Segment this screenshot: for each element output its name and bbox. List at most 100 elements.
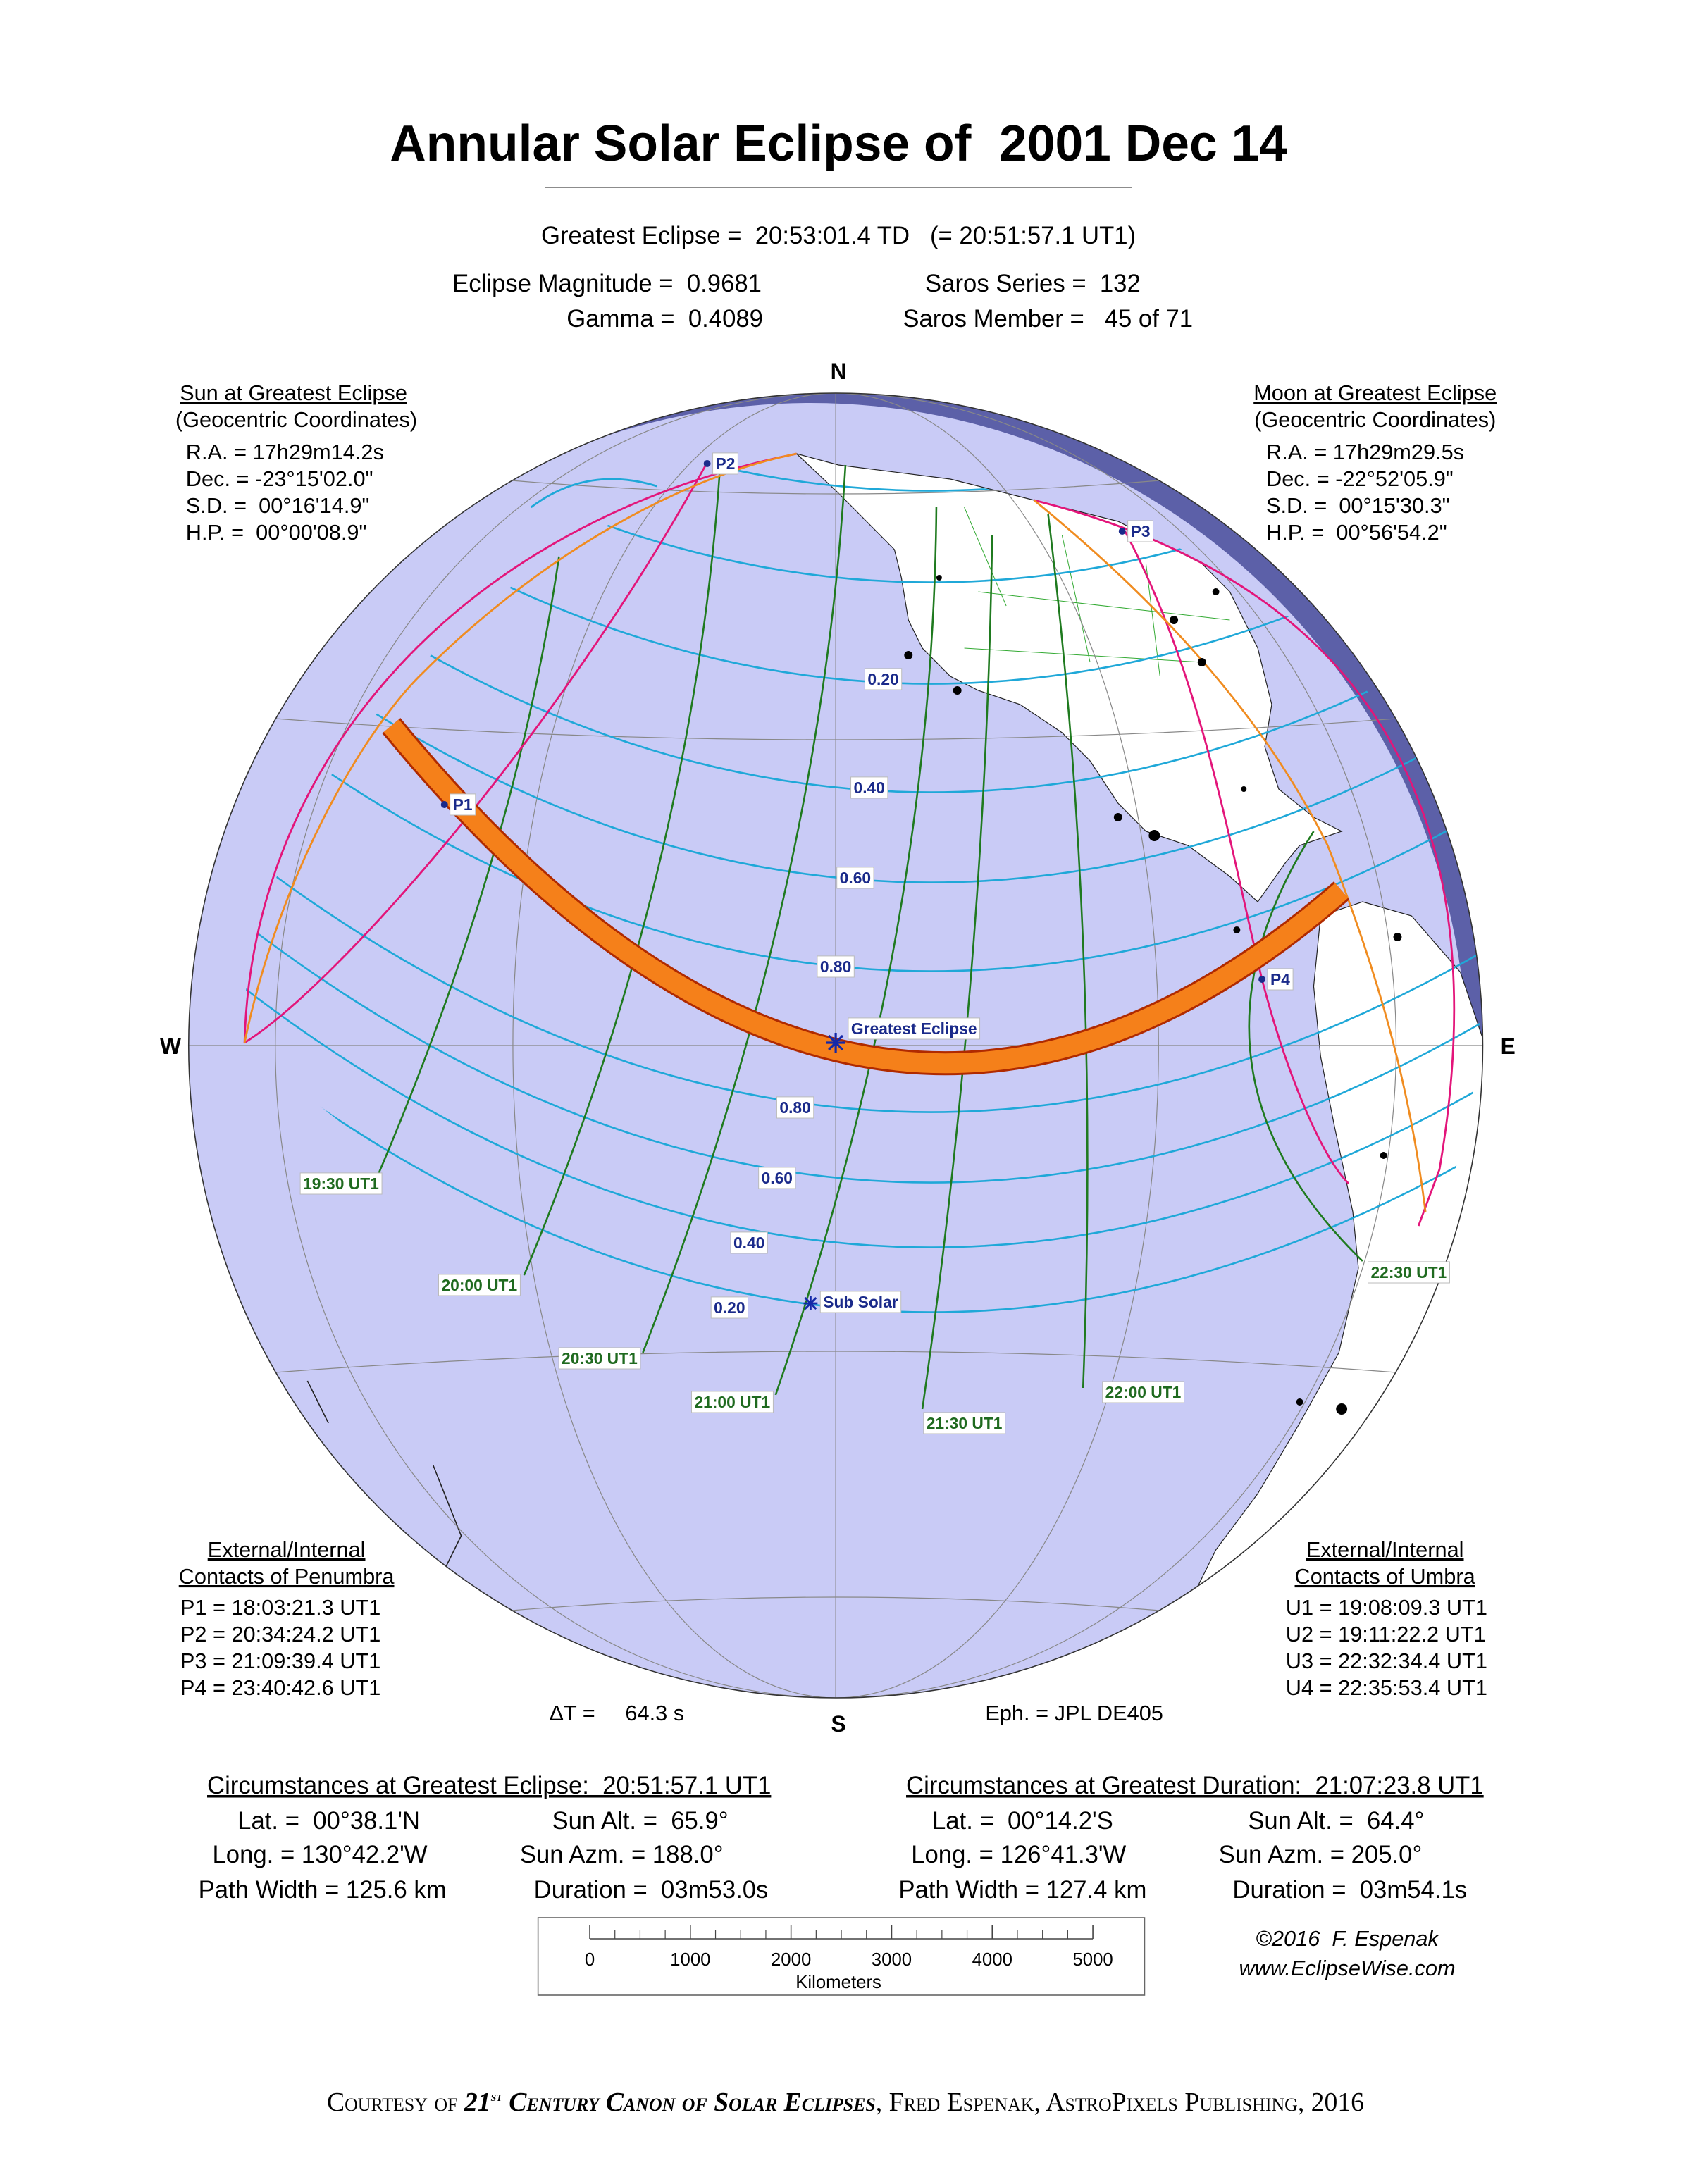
map-label: 0.80 bbox=[820, 957, 851, 976]
map-label-box bbox=[712, 452, 738, 475]
map-label: 22:30 UT1 bbox=[1370, 1263, 1447, 1282]
map-label-box bbox=[848, 1017, 981, 1040]
map-label-box bbox=[776, 1096, 814, 1119]
map-label: 20:00 UT1 bbox=[441, 1276, 517, 1294]
moon-line: S.D. = 00°15'30.3" bbox=[1266, 493, 1450, 518]
sun-line: R.A. = 17h29m14.2s bbox=[186, 440, 384, 464]
sun-line: H.P. = 00°00'08.9" bbox=[186, 520, 367, 545]
map-label: P4 bbox=[1270, 970, 1290, 988]
map-label-box bbox=[450, 793, 476, 816]
ge-sun-azm: Sun Azm. = 188.0° bbox=[520, 1841, 724, 1868]
umbra-subheading: Contacts of Umbra bbox=[1295, 1564, 1476, 1589]
map-label-box bbox=[710, 1296, 749, 1319]
map-label-box bbox=[691, 1391, 774, 1413]
gd-long: Long. = 126°41.3'W bbox=[911, 1841, 1126, 1868]
north-america bbox=[796, 453, 1343, 902]
map-label: 20:30 UT1 bbox=[562, 1349, 638, 1367]
map-label-box bbox=[1368, 1261, 1450, 1284]
moon-heading: Moon at Greatest Eclipse bbox=[1253, 380, 1497, 405]
ge-sun-alt: Sun Alt. = 65.9° bbox=[552, 1807, 728, 1835]
time-curve bbox=[376, 556, 560, 1177]
gd-path-width: Path Width = 127.4 km bbox=[898, 1876, 1146, 1904]
map-label: Sub Solar bbox=[823, 1293, 898, 1311]
umbra-line: U3 = 22:32:34.4 UT1 bbox=[1286, 1649, 1487, 1673]
compass-south: S bbox=[831, 1711, 846, 1737]
map-label-box bbox=[1127, 520, 1153, 542]
scale-unit: Kilometers bbox=[795, 1973, 881, 1992]
cities bbox=[904, 575, 1402, 1415]
map-label-box bbox=[923, 1412, 1006, 1434]
map-label: Greatest Eclipse bbox=[851, 1019, 977, 1038]
map-label: 19:30 UT1 bbox=[303, 1174, 379, 1193]
map-label-box bbox=[438, 1274, 521, 1296]
map-label: 0.60 bbox=[840, 869, 871, 887]
compass-east: E bbox=[1501, 1034, 1516, 1059]
delta-t: ΔT = 64.3 s bbox=[550, 1701, 685, 1725]
map-label: 0.20 bbox=[714, 1298, 745, 1317]
map-label-box bbox=[558, 1347, 641, 1370]
state-borders bbox=[964, 507, 1230, 677]
umbra-line: U2 = 19:11:22.2 UT1 bbox=[1286, 1622, 1486, 1646]
penumbra-line: P3 = 21:09:39.4 UT1 bbox=[180, 1649, 380, 1673]
gd-sun-alt: Sun Alt. = 64.4° bbox=[1248, 1807, 1424, 1835]
time-curve bbox=[1047, 514, 1089, 1389]
time-curve bbox=[921, 535, 993, 1410]
scale-label: 3000 bbox=[872, 1950, 912, 1970]
map-label-box bbox=[299, 1172, 383, 1195]
ephemeris: Eph. = JPL DE405 bbox=[985, 1701, 1163, 1725]
time-curve bbox=[1248, 831, 1363, 1262]
ge-lat: Lat. = 00°38.1'N bbox=[237, 1807, 420, 1835]
map-label: 21:00 UT1 bbox=[694, 1393, 770, 1411]
map-label: P2 bbox=[716, 454, 736, 473]
scale-label: 0 bbox=[585, 1950, 595, 1970]
map-label-box bbox=[730, 1231, 768, 1254]
umbra-line: U4 = 22:35:53.4 UT1 bbox=[1286, 1675, 1487, 1700]
penumbra-subheading: Contacts of Penumbra bbox=[179, 1564, 395, 1589]
time-curve bbox=[523, 471, 721, 1276]
courtesy-part: Century Canon of Solar Eclipses bbox=[509, 2087, 876, 2117]
website: www.EclipseWise.com bbox=[1239, 1956, 1456, 1980]
sun-line: S.D. = 00°16'14.9" bbox=[186, 493, 370, 518]
central-path bbox=[383, 719, 1349, 1074]
contact-point bbox=[703, 460, 711, 467]
contact-point bbox=[1258, 976, 1266, 983]
courtesy-part: 21 bbox=[464, 2087, 491, 2117]
time-curve bbox=[774, 507, 938, 1396]
courtesy: Courtesy of 21st Century Canon of Solar … bbox=[327, 2078, 1364, 2117]
map-label-box bbox=[758, 1167, 796, 1189]
map-label: 21:30 UT1 bbox=[927, 1414, 1003, 1432]
scale-label: 5000 bbox=[1072, 1950, 1113, 1970]
ge-heading: Circumstances at Greatest Eclipse: 20:51… bbox=[207, 1772, 771, 1799]
courtesy-part: Courtesy of bbox=[327, 2087, 457, 2117]
gamma: Gamma = 0.4089 bbox=[566, 305, 763, 333]
magnitude-curve bbox=[244, 454, 1482, 492]
contact-point bbox=[1118, 528, 1126, 535]
magnitude-curve bbox=[244, 824, 1482, 1113]
map-label-box bbox=[1267, 968, 1294, 991]
map-label-box bbox=[864, 668, 903, 690]
magnitude-curve bbox=[244, 960, 1482, 1248]
limit-curves bbox=[243, 452, 1456, 1227]
umbra-heading: External/Internal bbox=[1306, 1537, 1464, 1562]
map-label: P1 bbox=[453, 795, 473, 814]
map-label: 0.80 bbox=[779, 1098, 810, 1117]
saros-member: Saros Member = 45 of 71 bbox=[903, 305, 1193, 333]
ge-duration: Duration = 03m53.0s bbox=[534, 1876, 769, 1904]
contact-point bbox=[440, 801, 448, 808]
penumbra-heading: External/Internal bbox=[208, 1537, 366, 1562]
ge-path-width: Path Width = 125.6 km bbox=[199, 1876, 447, 1904]
moon-line: H.P. = 00°56'54.2" bbox=[1266, 520, 1447, 545]
time-curve bbox=[642, 464, 847, 1353]
map-label: 22:00 UT1 bbox=[1105, 1383, 1182, 1401]
map-label: 0.20 bbox=[867, 670, 898, 688]
map-label: 0.40 bbox=[733, 1234, 764, 1252]
penumbra-line: P1 = 18:03:21.3 UT1 bbox=[180, 1595, 380, 1620]
map-label-box bbox=[850, 776, 888, 799]
sun-subheading: (Geocentric Coordinates) bbox=[175, 407, 417, 432]
gd-heading: Circumstances at Greatest Duration: 21:0… bbox=[906, 1772, 1484, 1799]
scale-bar: 0 1000 2000 3000 4000 5000 bbox=[585, 1925, 1113, 1970]
sun-heading: Sun at Greatest Eclipse bbox=[180, 380, 407, 405]
saros-series: Saros Series = 132 bbox=[925, 270, 1141, 297]
moon-line: R.A. = 17h29m29.5s bbox=[1266, 440, 1464, 464]
